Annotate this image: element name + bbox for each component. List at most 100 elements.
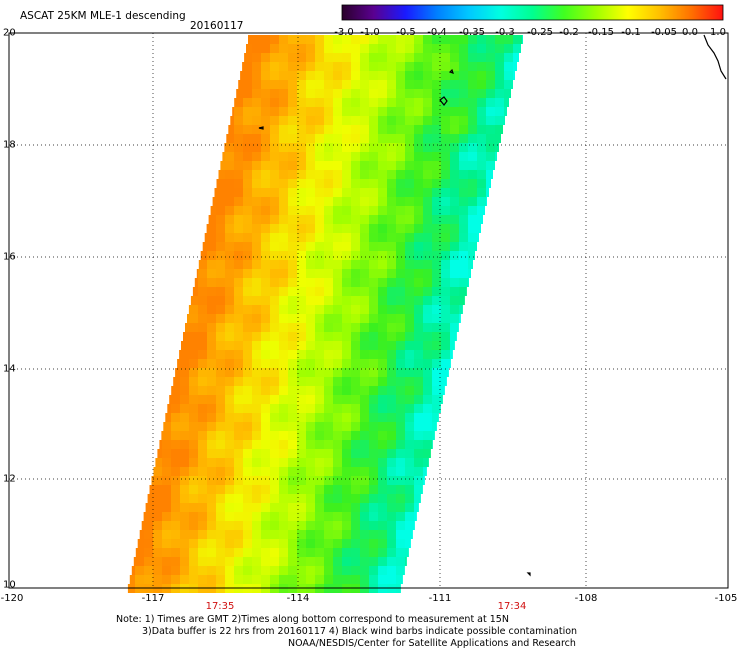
swath-cell (270, 251, 279, 260)
swath-cell (369, 332, 378, 341)
swath-cell (234, 395, 243, 404)
swath-cell (189, 476, 198, 485)
lat-label: 20 (3, 27, 16, 39)
swath-cell (234, 521, 243, 530)
swath-cell (252, 152, 261, 161)
swath-cell (216, 512, 225, 521)
swath-cell (315, 368, 324, 377)
swath-cell (342, 80, 351, 89)
swath-cell (423, 359, 432, 368)
swath-cell (378, 566, 387, 575)
swath-cell (414, 98, 423, 107)
swath-cell (288, 305, 297, 314)
swath-cell (351, 332, 360, 341)
swath-cell (378, 377, 387, 386)
swath-cell (189, 395, 198, 404)
swath-cell (432, 251, 441, 260)
swath-cell (171, 404, 180, 413)
swath-cell (396, 224, 405, 233)
swath-cell (171, 539, 180, 548)
swath-cell (450, 80, 459, 89)
swath-cell (396, 521, 405, 530)
swath-cell (333, 224, 342, 233)
swath-cell (147, 494, 153, 503)
swath-cell (207, 287, 216, 296)
swath-cell (225, 467, 234, 476)
swath-cell (279, 557, 288, 566)
swath-cell (369, 440, 378, 449)
swath-cell (252, 206, 261, 215)
swath-cell (204, 233, 207, 242)
swath-cell (207, 494, 216, 503)
swath-cell (252, 305, 261, 314)
lon-label: -111 (428, 593, 452, 604)
swath-cell (225, 512, 234, 521)
swath-cell (216, 359, 225, 368)
swath-cell (216, 224, 225, 233)
swath-cell (396, 35, 405, 44)
swath-cell (225, 566, 234, 575)
swath-cell (324, 89, 333, 98)
product-date: 20160117 (190, 20, 244, 32)
swath-cell (324, 503, 333, 512)
swath-cell (234, 107, 243, 116)
swath-cell (432, 305, 441, 314)
swath-cell (279, 431, 288, 440)
swath-cell (414, 413, 423, 422)
swath-cell (234, 422, 243, 431)
swath-cell (477, 80, 486, 89)
swath-cell (288, 575, 297, 584)
swath-cell (360, 242, 369, 251)
swath-cell (441, 152, 450, 161)
swath-cell (351, 458, 360, 467)
swath-cell (396, 503, 405, 512)
swath-cell (369, 107, 378, 116)
swath-cell (333, 359, 342, 368)
swath-cell (459, 44, 468, 53)
swath-cell (180, 368, 189, 377)
swath-cell (297, 341, 306, 350)
swath-cell (288, 152, 297, 161)
swath-cell (162, 557, 171, 566)
swath-cell (324, 467, 333, 476)
swath-cell (252, 71, 261, 80)
swath-cell (288, 530, 297, 539)
swath-cell (378, 134, 387, 143)
swath-cell (243, 242, 252, 251)
swath-cell (198, 350, 207, 359)
swath-cell (405, 188, 414, 197)
swath-cell (270, 530, 279, 539)
swath-cell (459, 53, 468, 62)
swath-cell (387, 296, 396, 305)
swath-cell (405, 404, 414, 413)
swath-cell (333, 116, 342, 125)
swath-cell (405, 233, 414, 242)
swath-cell (333, 458, 342, 467)
swath-cell (243, 485, 252, 494)
swath-cell (387, 494, 396, 503)
swath-cell (360, 188, 369, 197)
swath-cell (288, 476, 297, 485)
swath-cell (315, 125, 324, 134)
swath-cell (378, 143, 387, 152)
swath-cell (522, 35, 523, 44)
colorbar (341, 4, 724, 21)
swath-cell (405, 260, 414, 269)
swath-cell (261, 71, 270, 80)
swath-cell (279, 224, 288, 233)
swath-cell (378, 431, 387, 440)
swath-cell (351, 431, 360, 440)
swath-cell (200, 251, 207, 260)
swath-cell (306, 539, 315, 548)
swath-cell (423, 71, 432, 80)
swath-cell (324, 71, 333, 80)
swath-cell (351, 278, 360, 287)
swath-cell (288, 395, 297, 404)
swath-cell (261, 161, 270, 170)
swath-cell (495, 152, 497, 161)
swath-cell (243, 125, 252, 134)
swath-cell (369, 215, 378, 224)
swath-cell (153, 494, 162, 503)
swath-cell (423, 296, 432, 305)
swath-cell (306, 260, 315, 269)
